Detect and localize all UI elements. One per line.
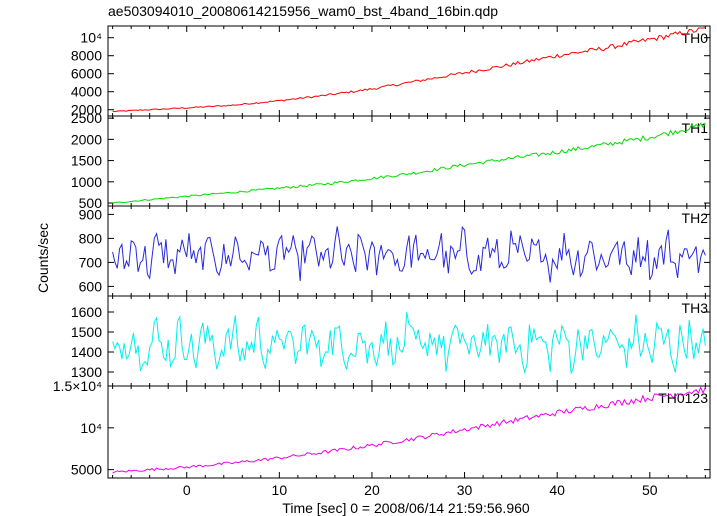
panel-frame (107, 25, 711, 117)
panel-name-label: TH0123 (658, 390, 708, 406)
panel-name-label: TH0 (682, 30, 709, 46)
y-tick-label: 5000 (71, 462, 102, 478)
y-tick-label: 500 (79, 195, 103, 211)
x-tick-label: 30 (457, 482, 473, 498)
y-tick-label: 1600 (71, 304, 102, 320)
y-tick-label: 2000 (71, 102, 102, 118)
x-tick-label: 10 (272, 482, 288, 498)
panel-th0123: 5000 10⁴ 1.5×10⁴ TH0123 (53, 378, 711, 479)
x-tick-label: 20 (364, 482, 380, 498)
panel-frame (107, 385, 711, 479)
y-tick-label: 2500 (71, 110, 102, 126)
panel-th0: 2000 4000 6000 8000 10⁴ TH0 (71, 25, 711, 118)
y-tick-label: 4000 (71, 84, 102, 100)
panel-name-label: TH2 (682, 210, 709, 226)
x-tick-label: 0 (183, 482, 191, 498)
y-tick-label: 10⁴ (80, 420, 102, 436)
series-th0123 (112, 386, 706, 474)
y-tick-label: 8000 (71, 48, 102, 64)
y-tick-label: 600 (79, 278, 103, 294)
series-th2 (112, 225, 706, 283)
y-tick-label: 1300 (71, 364, 102, 380)
series-th1 (112, 122, 706, 204)
y-tick-label: 6000 (71, 66, 102, 82)
chart-title: ae503094010_20080614215956_wam0_bst_4ban… (108, 3, 498, 19)
x-tick-label: 40 (549, 482, 565, 498)
y-axis-label: Counts/sec (35, 223, 51, 293)
y-tick-label: 700 (79, 254, 103, 270)
panel-frame (107, 115, 711, 207)
y-tick-label: 1500 (71, 324, 102, 340)
x-tick-label: 50 (642, 482, 658, 498)
series-th3 (112, 312, 706, 375)
y-tick-label: 1.5×10⁴ (53, 378, 102, 394)
y-tick-label: 900 (79, 206, 103, 222)
panel-th1: 500 1000 1500 2000 2500 TH1 (71, 110, 711, 211)
panel-name-label: TH3 (682, 300, 709, 316)
series-th0 (112, 27, 706, 113)
y-tick-label: 2000 (71, 131, 102, 147)
y-tick-label: 1500 (71, 153, 102, 169)
y-tick-label: 10⁴ (80, 30, 102, 46)
panel-th3: 1300 1400 1500 1600 TH3 (71, 295, 711, 387)
x-axis-label: Time [sec] 0 = 2008/06/14 21:59:56.960 (282, 500, 530, 516)
panel-frame (107, 295, 711, 387)
panel-th2: 600 700 800 900 TH2 (79, 205, 711, 297)
y-tick-label: 1000 (71, 174, 102, 190)
panel-name-label: TH1 (682, 120, 709, 136)
y-tick-label: 800 (79, 230, 103, 246)
y-tick-label: 1400 (71, 344, 102, 360)
